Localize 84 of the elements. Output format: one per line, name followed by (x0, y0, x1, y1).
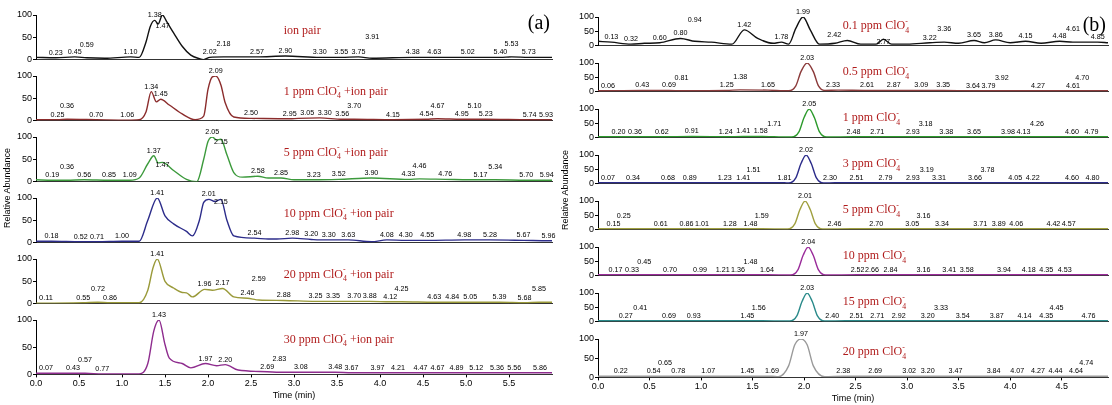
x-tick-label: 2.0 (797, 381, 811, 392)
y-tick-label: 0 (588, 178, 594, 189)
y-tick-label: 50 (21, 31, 32, 42)
line-series (598, 17, 1108, 45)
y-tick-label: 50 (583, 301, 594, 312)
x-tick-label: 1.0 (115, 378, 129, 389)
line-series (36, 15, 552, 60)
y-tick-label: 100 (578, 287, 594, 298)
annotation: ion pair (283, 22, 321, 37)
y-tick-label: 100 (578, 333, 594, 344)
chart-title: (b) (1082, 13, 1106, 36)
y-tick-label: 50 (583, 163, 594, 174)
y-tick-label: 0 (26, 237, 32, 248)
x-tick-label: 1.5 (158, 378, 172, 389)
line-series (598, 63, 1108, 92)
y-tick-label: 50 (21, 341, 32, 352)
x-tick-label: 4.5 (416, 378, 430, 389)
y-tick-label: 100 (578, 149, 594, 160)
y-tick-label: 100 (578, 103, 594, 114)
y-tick-label: 0 (588, 270, 594, 281)
y-tick-label: 100 (578, 57, 594, 68)
y-tick-label: 50 (583, 25, 594, 36)
y-tick-label: 100 (578, 241, 594, 252)
y-axis-title: Relative Abundance (560, 149, 570, 231)
x-axis-title: Time (min) (831, 393, 875, 404)
y-tick-label: 100 (578, 195, 594, 206)
y-tick-label: 100 (16, 253, 32, 264)
x-tick-label: 4.0 (373, 378, 387, 389)
x-tick-label: 4.0 (1003, 381, 1017, 392)
y-tick-label: 50 (21, 153, 32, 164)
y-tick-label: 0 (26, 298, 32, 309)
y-tick-label: 50 (21, 92, 32, 103)
x-tick-label: 2.0 (201, 378, 215, 389)
x-tick-label: 1.0 (694, 381, 708, 392)
y-tick-label: 0 (588, 132, 594, 143)
x-tick-label: 5.5 (502, 378, 516, 389)
y-tick-label: 100 (578, 11, 594, 22)
y-tick-label: 50 (583, 209, 594, 220)
x-tick-label: 0.0 (29, 378, 43, 389)
y-tick-label: 50 (583, 352, 594, 363)
line-series (36, 137, 552, 182)
x-tick-label: 3.5 (330, 378, 344, 389)
line-series (598, 247, 1108, 276)
y-tick-label: 100 (16, 70, 32, 81)
y-tick-label: 50 (583, 255, 594, 266)
line-series (598, 109, 1108, 138)
y-tick-label: 0 (26, 176, 32, 187)
y-tick-label: 100 (16, 9, 32, 20)
x-tick-label: 5.0 (459, 378, 473, 389)
x-tick-label: 3.0 (900, 381, 914, 392)
y-tick-label: 100 (16, 131, 32, 142)
y-tick-label: 100 (16, 314, 32, 325)
y-tick-label: 0 (588, 371, 594, 382)
y-tick-label: 50 (583, 71, 594, 82)
y-tick-label: 0 (26, 368, 32, 379)
x-tick-label: 2.5 (244, 378, 258, 389)
y-tick-label: 50 (583, 117, 594, 128)
x-tick-label: 3.5 (952, 381, 965, 392)
y-tick-label: 0 (588, 40, 594, 51)
line-series (36, 320, 552, 375)
x-tick-label: 0.0 (591, 381, 605, 392)
y-tick-label: 50 (21, 214, 32, 225)
y-tick-label: 0 (26, 54, 32, 65)
y-tick-label: 0 (588, 86, 594, 97)
x-tick-label: 2.5 (849, 381, 862, 392)
line-series (598, 339, 1108, 378)
line-series (36, 76, 552, 121)
line-series (598, 201, 1108, 230)
line-series (598, 155, 1108, 184)
y-tick-label: 0 (588, 224, 594, 235)
x-tick-label: 0.5 (643, 381, 656, 392)
x-tick-label: 3.0 (287, 378, 301, 389)
line-series (36, 259, 552, 304)
x-tick-label: 1.5 (746, 381, 759, 392)
line-series (598, 293, 1108, 322)
chart-title: (a) (527, 11, 550, 34)
y-tick-label: 0 (588, 316, 594, 327)
x-tick-label: 4.5 (1055, 381, 1068, 392)
y-axis-title: Relative Abundance (2, 147, 12, 229)
y-tick-label: 100 (16, 192, 32, 203)
y-tick-label: 50 (21, 275, 32, 286)
y-tick-label: 0 (26, 115, 32, 126)
x-tick-label: 0.5 (72, 378, 86, 389)
x-axis-title: Time (min) (272, 390, 316, 401)
